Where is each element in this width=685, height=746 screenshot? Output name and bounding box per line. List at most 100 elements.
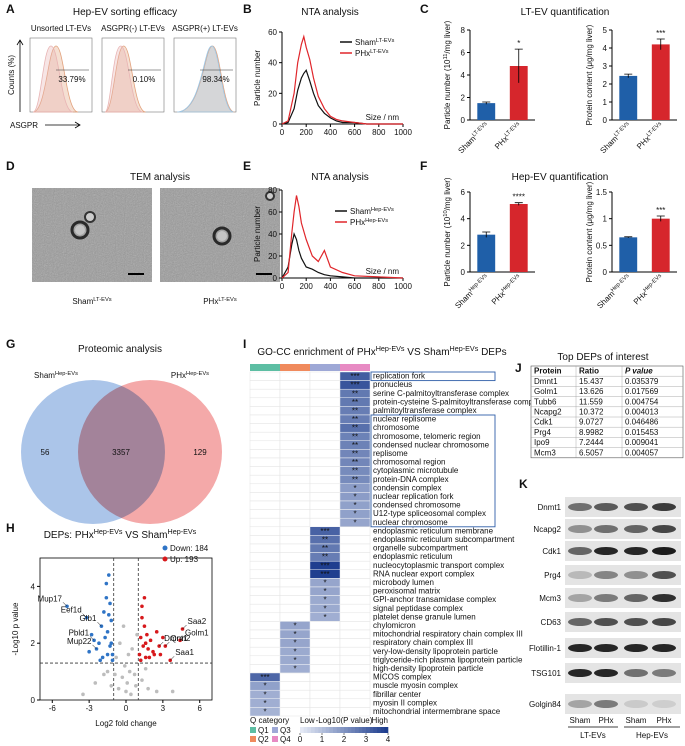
significance-marker: *** xyxy=(320,527,329,536)
table-cell: 0.004013 xyxy=(625,408,659,417)
blot-band xyxy=(624,644,648,652)
y-tick-label: 6 xyxy=(461,188,466,197)
grid-cell xyxy=(309,629,341,639)
go-term: condensin complex xyxy=(373,483,441,492)
y-tick-label: 80 xyxy=(268,186,277,195)
grid-cell xyxy=(339,569,371,579)
colorbar-tick-label: 3 xyxy=(364,735,369,744)
x-tick-label: 600 xyxy=(348,128,362,137)
significance-marker: * xyxy=(323,579,326,588)
bar xyxy=(477,103,496,120)
significance-marker: *** xyxy=(656,206,665,215)
significance-marker: * xyxy=(293,639,296,648)
data-point xyxy=(161,635,165,640)
superscript: Hep-EVs xyxy=(371,207,394,213)
go-term: serine C-palmitoyltransferase complex xyxy=(373,389,509,398)
blot-band xyxy=(652,503,676,511)
table-cell: 6.5057 xyxy=(579,448,604,457)
grid-cell xyxy=(279,509,311,519)
blot-band xyxy=(594,618,618,626)
blot-band xyxy=(624,503,648,511)
go-term: endoplasmic reticulum xyxy=(373,552,453,561)
protein-label: Golgin84 xyxy=(529,700,562,709)
grid-cell xyxy=(249,492,281,502)
data-point xyxy=(98,658,102,663)
y-tick-label: 0 xyxy=(461,116,466,125)
grid-cell xyxy=(279,552,311,562)
go-term: chylomicron xyxy=(373,621,416,630)
significance-marker: ** xyxy=(352,441,358,450)
data-point xyxy=(107,613,111,617)
significance-marker: *** xyxy=(320,561,329,570)
data-point xyxy=(147,655,152,660)
panel-letter: D xyxy=(6,159,15,173)
text-part: Sham xyxy=(34,371,55,380)
blot-strip xyxy=(565,541,681,561)
x-tick-label: 0 xyxy=(280,282,285,291)
blot-band xyxy=(624,594,648,602)
blot-strip xyxy=(565,638,681,658)
y-tick-label: 3 xyxy=(603,62,608,71)
data-point xyxy=(100,655,105,660)
data-point xyxy=(102,610,106,614)
table-cell: Ncapg2 xyxy=(534,408,562,417)
table-cell: 10.372 xyxy=(579,408,604,417)
significance-marker: ** xyxy=(352,424,358,433)
annotation-leader xyxy=(158,641,164,647)
protein-label: Flotillin-1 xyxy=(529,644,562,653)
significance-marker: * xyxy=(353,493,356,502)
annotation-leader xyxy=(170,656,175,661)
significance-marker: *** xyxy=(320,570,329,579)
table-cell: Cdk1 xyxy=(534,418,553,427)
legend-label: Q3 xyxy=(280,726,291,735)
go-term: pronucleus xyxy=(373,380,412,389)
grid-cell xyxy=(249,380,281,390)
protein-label: TSG101 xyxy=(531,669,561,678)
x-tick-label: 0 xyxy=(280,128,285,137)
superscript: Hep-EVs xyxy=(450,344,479,353)
significance-marker: * xyxy=(293,647,296,656)
data-point xyxy=(129,692,133,697)
significance-marker: ** xyxy=(352,467,358,476)
table-cell: 0.009041 xyxy=(625,438,659,447)
superscript: Hep-EVs xyxy=(186,371,209,377)
significance-marker: *** xyxy=(656,29,665,38)
grid-cell xyxy=(279,578,311,588)
tem-texture xyxy=(32,188,152,282)
table-cell: Tubb6 xyxy=(534,397,557,406)
superscript: LT-EVs xyxy=(504,121,521,138)
y-tick-label: 0 xyxy=(273,120,278,129)
data-point xyxy=(116,686,121,691)
error-bar xyxy=(656,215,665,222)
grid-cell xyxy=(339,689,371,700)
data-point xyxy=(118,641,122,645)
y-axis-label: -Log10 p value xyxy=(11,602,20,655)
legend-label: ShamHep-EVs xyxy=(350,207,394,216)
data-point xyxy=(148,638,153,643)
superscript: LT-EVs xyxy=(218,297,237,303)
table-cell: Golm1 xyxy=(534,387,558,396)
grid-cell xyxy=(339,595,371,605)
vesicle xyxy=(212,226,232,246)
term-group-box xyxy=(370,371,496,382)
text-part: Sham xyxy=(350,207,371,216)
venn-set xyxy=(78,380,222,524)
x-tick-label: -3 xyxy=(86,704,94,713)
grid-cell xyxy=(249,535,281,545)
data-point xyxy=(138,658,143,663)
blot-band xyxy=(652,571,676,579)
grid-cell xyxy=(279,603,311,614)
blot-band xyxy=(594,700,618,708)
go-term: replication fork xyxy=(373,372,426,381)
gene-label: Pbld1 xyxy=(69,628,90,637)
panel-letter: G xyxy=(6,337,15,351)
y-tick-label: 60 xyxy=(268,28,277,37)
gene-label: Saa2 xyxy=(188,617,207,626)
data-point xyxy=(143,641,148,645)
grid-cell xyxy=(249,629,281,639)
go-term: GPI-anchor transamidase complex xyxy=(373,595,496,604)
significance-marker: ** xyxy=(352,432,358,441)
grid-cell xyxy=(309,474,341,485)
superscript: Hep-EVs xyxy=(168,527,197,536)
data-point xyxy=(103,635,107,640)
